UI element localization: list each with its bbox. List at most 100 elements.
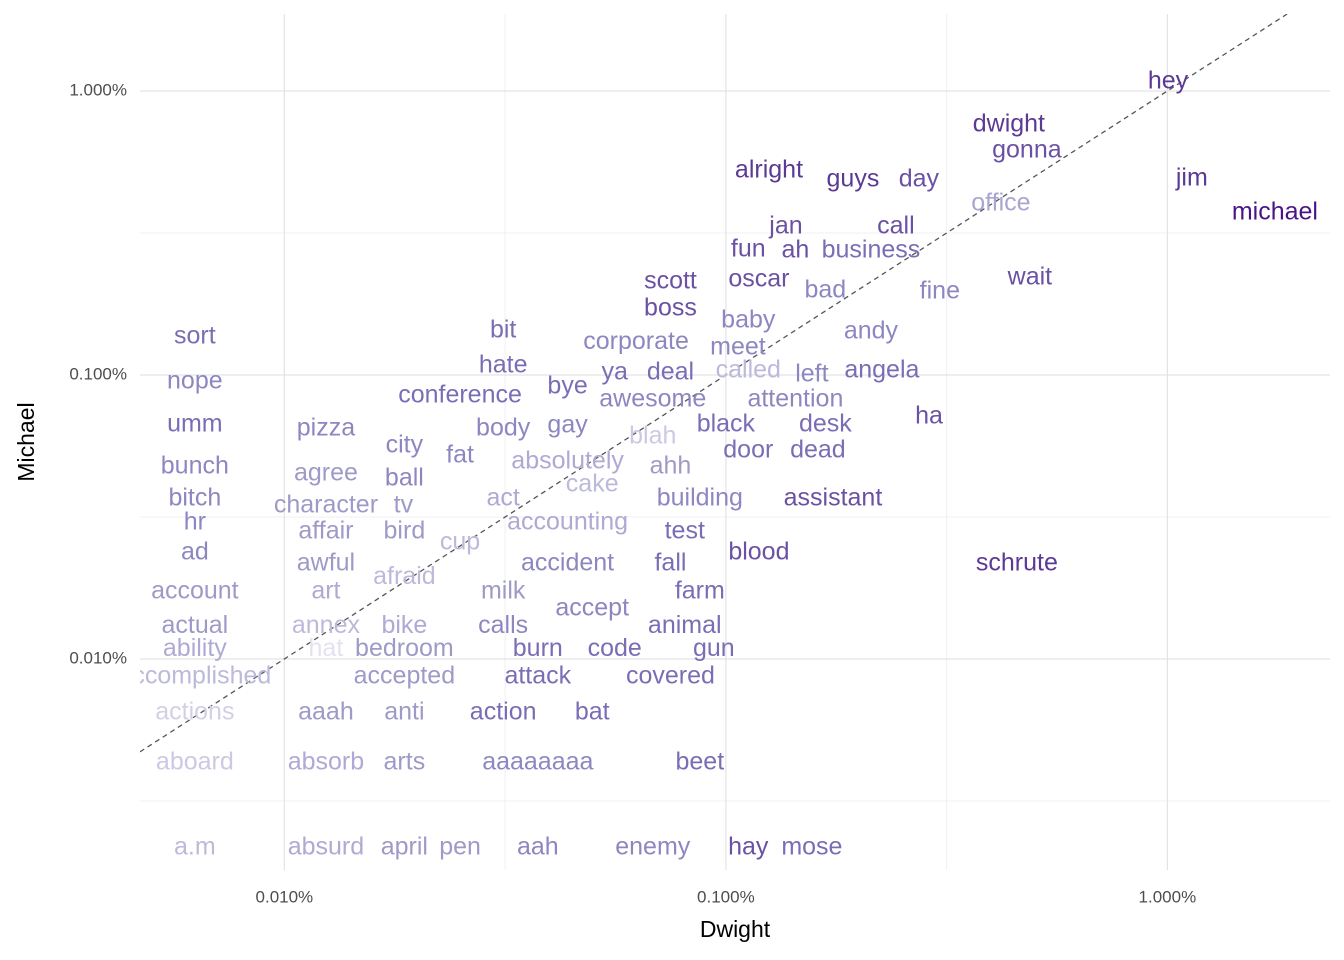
word-label: covered: [626, 662, 715, 690]
y-tick-label: 0.100%: [69, 364, 127, 383]
word-label: business: [822, 236, 921, 264]
word-label: ya: [601, 358, 628, 386]
word-label: hr: [184, 508, 206, 536]
word-label: building: [657, 484, 743, 512]
word-label: ahh: [650, 452, 692, 480]
word-label: enemy: [615, 833, 691, 861]
word-label: accomplished: [118, 662, 271, 690]
word-label: ability: [163, 634, 227, 662]
word-label: hat: [309, 634, 344, 662]
grid: [140, 14, 1330, 870]
word-label: beet: [676, 748, 725, 776]
word-label: awful: [297, 549, 355, 577]
word-label: tv: [394, 491, 414, 519]
word-label: attention: [747, 385, 843, 413]
word-label: test: [665, 517, 705, 545]
word-label: aah: [517, 833, 559, 861]
word-label: hay: [728, 833, 769, 861]
word-label: absorb: [288, 748, 364, 776]
word-label: afraid: [373, 562, 436, 590]
word-label: call: [877, 212, 915, 240]
word-label: office: [971, 189, 1030, 217]
word-label: calls: [478, 611, 528, 639]
word-label: april: [381, 833, 428, 861]
diagonal-line: [140, 14, 1288, 753]
word-label: ad: [181, 538, 209, 566]
word-label: bit: [490, 315, 516, 343]
word-label: ha: [915, 402, 943, 430]
word-label: corporate: [583, 327, 689, 355]
word-label: angela: [844, 356, 919, 384]
word-label: absolutely: [511, 447, 624, 475]
word-label: ball: [385, 464, 424, 492]
word-label: desk: [799, 410, 852, 438]
word-label: annex: [292, 611, 361, 639]
word-label: act: [486, 484, 519, 512]
word-label: affair: [298, 517, 353, 545]
reference: [140, 14, 1288, 753]
word-label: bird: [384, 517, 426, 545]
y-tick-label: 1.000%: [69, 80, 127, 99]
word-label: jan: [768, 212, 802, 240]
word-label: actions: [155, 697, 234, 725]
word-label: bitch: [168, 484, 221, 512]
word-label: jim: [1175, 164, 1208, 192]
word-label: animal: [648, 611, 722, 639]
word-label: action: [470, 697, 537, 725]
word-label: deal: [647, 358, 694, 386]
word-label: alright: [735, 156, 803, 184]
word-label: door: [723, 436, 773, 464]
word-label: assistant: [784, 484, 883, 512]
word-label: gay: [547, 411, 588, 439]
word-label: boss: [644, 293, 697, 321]
word-label: account: [151, 577, 239, 605]
word-label: absurd: [288, 833, 364, 861]
x-axis-title: Dwight: [700, 916, 771, 942]
word-label: nope: [167, 367, 223, 395]
word-label: farm: [675, 577, 725, 605]
word-label: schrute: [976, 549, 1058, 577]
word-label: meet: [710, 333, 766, 361]
word-label: dwight: [973, 110, 1045, 138]
word-label: dead: [790, 436, 846, 464]
word-label: bat: [575, 697, 610, 725]
word-label: milk: [481, 577, 526, 605]
word-label: agree: [294, 459, 358, 487]
word-label: called: [716, 356, 781, 384]
x-tick-label: 0.100%: [697, 887, 755, 906]
word-label: body: [476, 413, 531, 441]
word-label: umm: [167, 410, 223, 438]
word-label: mose: [781, 833, 842, 861]
word-label: art: [311, 577, 340, 605]
word-label: fat: [446, 440, 474, 468]
word-label: a.m: [174, 833, 216, 861]
word-label: attack: [504, 662, 571, 690]
y-tick-label: 0.010%: [69, 648, 127, 667]
word-label: bike: [381, 611, 427, 639]
word-label: bad: [804, 275, 846, 303]
word-label: michael: [1232, 198, 1318, 226]
word-label: wait: [1007, 263, 1053, 291]
word-label: andy: [844, 316, 899, 344]
word-label: blah: [629, 422, 676, 450]
x-tick-label: 1.000%: [1139, 887, 1197, 906]
word-label: accident: [521, 549, 614, 577]
word-label: accounting: [507, 508, 628, 536]
word-label: fine: [920, 277, 960, 305]
word-label: ah: [781, 236, 809, 264]
word-label: scott: [644, 267, 697, 295]
x-tick-label: 0.010%: [256, 887, 314, 906]
word-label: fall: [654, 549, 686, 577]
word-label: blood: [728, 538, 789, 566]
word-label: gun: [693, 634, 735, 662]
word-label: bedroom: [355, 634, 454, 662]
word-label: anti: [384, 697, 424, 725]
word-label: guys: [827, 165, 880, 193]
word-label: burn: [513, 634, 563, 662]
word-label: aaah: [298, 697, 354, 725]
word-label: bye: [547, 372, 587, 400]
word-label: city: [386, 431, 424, 459]
word-label: cup: [440, 528, 480, 556]
